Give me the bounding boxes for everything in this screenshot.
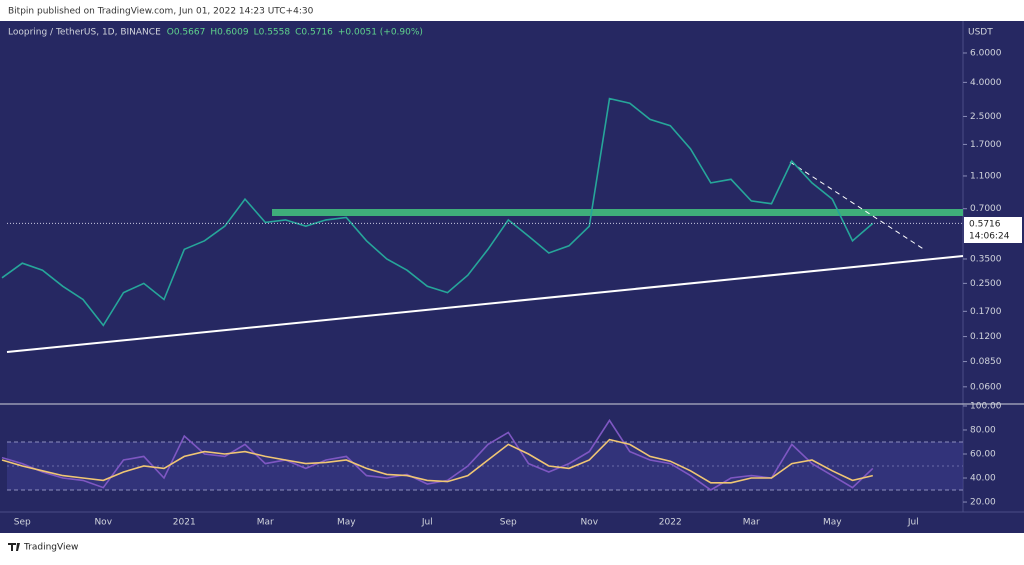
x-tick-label: Sep <box>500 518 517 528</box>
ohlc-value: +0.0051 (+0.90%) <box>338 28 423 38</box>
x-tick-label: Jul <box>421 518 433 528</box>
y-tick-label: 0.1200 <box>970 332 1002 342</box>
y-tick-label: 0.0850 <box>970 357 1002 367</box>
series-line <box>1 418 874 491</box>
ohlc-value: L0.5558 <box>254 28 291 38</box>
x-tick-label: 2021 <box>173 518 196 528</box>
y-tick-label: 1.7000 <box>970 140 1002 150</box>
y-tick-label: 100.00 <box>970 401 1002 411</box>
y-tick-label: 0.0600 <box>970 382 1002 392</box>
y-tick-label: 80.00 <box>970 425 996 435</box>
resistance-zone <box>272 209 963 216</box>
y-tick-label: 60.00 <box>970 449 996 459</box>
series-line <box>1 97 874 327</box>
x-tick-label: May <box>337 518 356 528</box>
y-tick-label: 0.2500 <box>970 279 1002 289</box>
footer: TradingView <box>23 543 78 553</box>
x-tick-label: Mar <box>743 518 760 528</box>
logo <box>8 543 20 551</box>
ohlc-value: H0.6009 <box>210 28 249 38</box>
ohlc-value: C0.5716 <box>295 28 333 38</box>
x-tick-label: May <box>823 518 842 528</box>
y-tick-label: 20.00 <box>970 498 996 508</box>
y-tick-label: 4.0000 <box>970 78 1002 88</box>
x-tick-label: 2022 <box>659 518 682 528</box>
currency: USDT <box>968 28 993 38</box>
y-tick-label: 1.1000 <box>970 171 1002 181</box>
y-tick-label: 2.5000 <box>970 112 1002 122</box>
x-tick-label: Nov <box>580 518 598 528</box>
support-trendline <box>6 255 964 353</box>
x-tick-label: Sep <box>14 518 31 528</box>
last-price: 0.5716 <box>969 220 1001 230</box>
y-tick-label: 40.00 <box>970 474 996 484</box>
x-tick-label: Mar <box>257 518 274 528</box>
publisher: Bitpin published on TradingView.com, Jun… <box>8 7 314 17</box>
y-tick-label: 0.1700 <box>970 307 1002 317</box>
x-tick-label: Jul <box>907 518 919 528</box>
series-line <box>1 438 873 484</box>
ohlc-value: O0.5667 <box>167 28 206 38</box>
plot-area <box>1 97 874 491</box>
legend: Loopring / TetherUS, 1D, BINANCE O0.5667… <box>8 28 423 38</box>
y-tick-label: 6.0000 <box>970 48 1002 58</box>
y-tick-label: 0.7000 <box>970 204 1002 214</box>
symbol: Loopring / TetherUS, 1D, BINANCE <box>8 28 161 38</box>
x-tick-label: Nov <box>94 518 112 528</box>
countdown: 14:06:24 <box>969 232 1010 242</box>
y-tick-label: 0.3500 <box>970 254 1002 264</box>
last-price-box <box>964 217 1022 243</box>
